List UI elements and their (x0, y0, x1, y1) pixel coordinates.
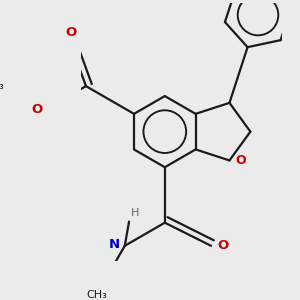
Text: N: N (109, 238, 120, 251)
Text: H: H (131, 208, 140, 218)
Text: CH₃: CH₃ (87, 290, 108, 300)
Text: O: O (66, 26, 77, 39)
Text: O: O (32, 103, 43, 116)
Text: O: O (218, 239, 229, 252)
Text: CH₃: CH₃ (0, 81, 4, 91)
Text: O: O (235, 154, 246, 167)
